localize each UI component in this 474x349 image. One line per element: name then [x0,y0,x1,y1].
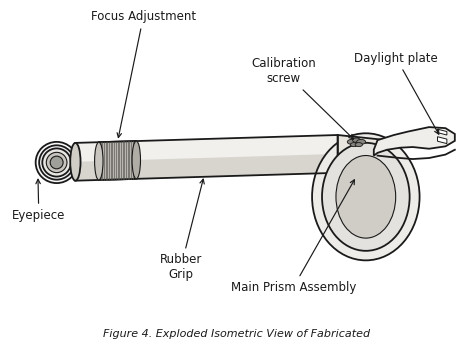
Polygon shape [75,154,337,181]
Ellipse shape [70,143,81,181]
Polygon shape [374,127,455,156]
Text: Daylight plate: Daylight plate [355,52,439,134]
Text: Main Prism Assembly: Main Prism Assembly [230,180,356,294]
Ellipse shape [95,142,103,180]
Text: Calibration
screw: Calibration screw [252,57,354,139]
Polygon shape [337,135,387,173]
Ellipse shape [312,133,419,260]
Ellipse shape [355,143,363,147]
Ellipse shape [42,148,71,177]
Ellipse shape [347,139,356,144]
Polygon shape [438,137,447,143]
Ellipse shape [336,156,396,238]
Ellipse shape [356,139,365,144]
Polygon shape [75,135,337,181]
Polygon shape [438,129,447,135]
Ellipse shape [39,145,74,180]
Ellipse shape [350,143,358,147]
Ellipse shape [132,141,140,179]
Ellipse shape [353,138,360,142]
Text: Eyepiece: Eyepiece [12,179,65,222]
Text: Rubber
Grip: Rubber Grip [160,179,204,282]
Ellipse shape [36,142,78,183]
Polygon shape [99,141,137,180]
Ellipse shape [46,153,67,173]
Text: Figure 4. Exploded Isometric View of Fabricated: Figure 4. Exploded Isometric View of Fab… [103,329,371,339]
Text: Focus Adjustment: Focus Adjustment [91,10,196,138]
Ellipse shape [50,156,63,169]
Ellipse shape [322,143,410,251]
